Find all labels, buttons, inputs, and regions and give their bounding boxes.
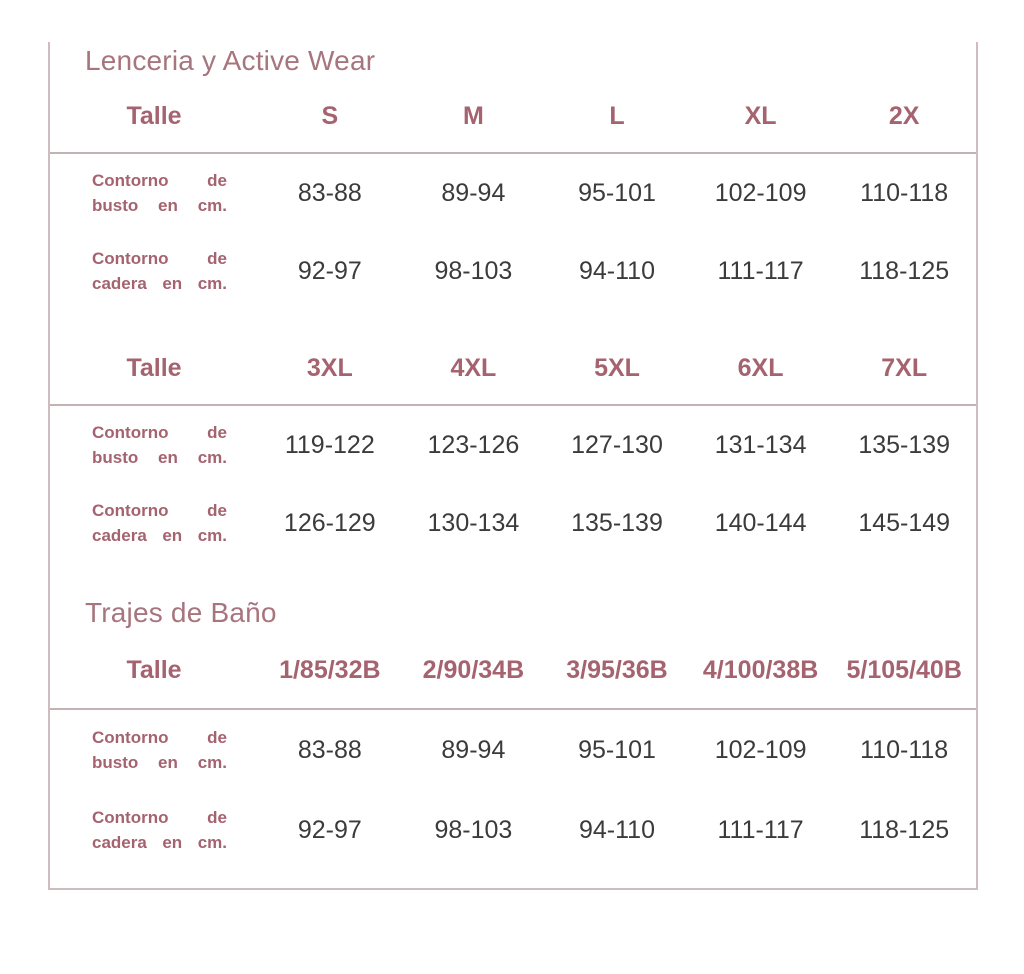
measure-value-cell: 102-109 [714,178,807,207]
size-label-header: Talle [126,353,182,382]
size-header-row: Talle 1/85/32B 2/90/34B 3/95/36B 4/100/3… [50,632,976,710]
measure-row-busto: Contorno de busto en cm. 83-88 89-94 95-… [50,710,976,790]
measure-value-cell: 140-144 [714,508,807,537]
size-label-header: Talle [126,101,182,130]
measure-row-cadera: Contorno de cadera en cm. 92-97 98-103 9… [50,790,976,870]
measure-value-cell: 126-129 [283,508,376,537]
measure-value-cell: 89-94 [441,735,506,764]
measure-value-cell: 123-126 [427,430,520,459]
measure-value-cell: 98-103 [434,815,513,844]
size-header-cell: 2X [888,101,920,130]
measure-value-cell: 94-110 [578,256,655,285]
size-header-cell: L [609,101,625,130]
measure-value-cell: 131-134 [714,430,807,459]
size-table-swimwear: Talle 1/85/32B 2/90/34B 3/95/36B 4/100/3… [50,632,976,870]
section-lenceria-active-wear: Lenceria y Active Wear Talle S M L XL 2X… [50,42,976,562]
measure-value-cell: 118-125 [859,256,950,285]
measure-row-label: Contorno de busto en cm. [92,423,227,467]
measure-value-cell: 89-94 [441,178,506,207]
measure-value-cell: 118-125 [859,815,950,844]
size-header-cell: 5XL [594,353,640,382]
measure-row-label: Contorno de cadera en cm. [92,808,227,852]
measure-value-cell: 83-88 [297,178,362,207]
measure-value-cell: 110-118 [860,178,949,207]
measure-value-cell: 111-117 [717,256,804,285]
size-header-cell: 1/85/32B [279,655,381,684]
measure-value-cell: 95-101 [578,735,656,764]
measure-value-cell: 102-109 [714,735,807,764]
measure-row-busto: Contorno de busto en cm. 119-122 123-126… [50,406,976,484]
size-header-row: Talle 3XL 4XL 5XL 6XL 7XL [50,332,976,406]
measure-value-cell: 135-139 [858,430,951,459]
size-header-cell: 4/100/38B [702,655,819,684]
measure-row-cadera: Contorno de cadera en cm. 126-129 130-13… [50,484,976,562]
measure-value-cell: 92-97 [297,815,362,844]
section-title-trajes: Trajes de Baño [85,597,277,628]
measure-value-cell: 119-122 [284,430,375,459]
section-title-lenceria: Lenceria y Active Wear [85,45,376,76]
measure-row-label: Contorno de cadera en cm. [92,249,227,293]
size-header-cell: 5/105/40B [846,655,962,684]
size-header-cell: 7XL [881,353,928,382]
size-header-cell: 3/95/36B [566,655,668,684]
measure-row-label: Contorno de cadera en cm. [92,501,227,545]
size-header-row: Talle S M L XL 2X [50,80,976,154]
size-label-header: Talle [126,655,182,684]
measure-value-cell: 135-139 [571,508,663,537]
measure-value-cell: 110-118 [860,735,949,764]
measure-row-label: Contorno de busto en cm. [92,171,227,215]
measure-value-cell: 111-117 [717,815,804,844]
size-table-3xl-7xl: Talle 3XL 4XL 5XL 6XL 7XL Contorno de bu… [50,332,976,562]
measure-value-cell: 130-134 [427,508,520,537]
measure-value-cell: 98-103 [434,256,513,285]
measure-value-cell: 92-97 [297,256,362,285]
size-table-s-2x: Talle S M L XL 2X Contorno de busto en c… [50,80,976,310]
measure-row-cadera: Contorno de cadera en cm. 92-97 98-103 9… [50,232,976,310]
size-header-cell: S [321,101,339,130]
measure-row-label: Contorno de busto en cm. [92,728,227,772]
size-header-cell: 4XL [450,353,497,382]
measure-value-cell: 83-88 [297,735,362,764]
size-header-cell: 2/90/34B [422,655,525,684]
measure-value-cell: 95-101 [578,178,656,207]
size-header-cell: 3XL [306,353,353,382]
measure-value-cell: 94-110 [578,815,655,844]
size-header-cell: M [462,101,484,130]
section-trajes-de-bano: Trajes de Baño Talle 1/85/32B 2/90/34B 3… [50,594,976,870]
measure-row-busto: Contorno de busto en cm. 83-88 89-94 95-… [50,154,976,232]
size-chart-card: Lenceria y Active Wear Talle S M L XL 2X… [48,42,978,890]
measure-value-cell: 127-130 [571,430,663,459]
size-header-cell: 6XL [737,353,784,382]
size-header-cell: XL [744,101,777,130]
measure-value-cell: 145-149 [858,508,951,537]
